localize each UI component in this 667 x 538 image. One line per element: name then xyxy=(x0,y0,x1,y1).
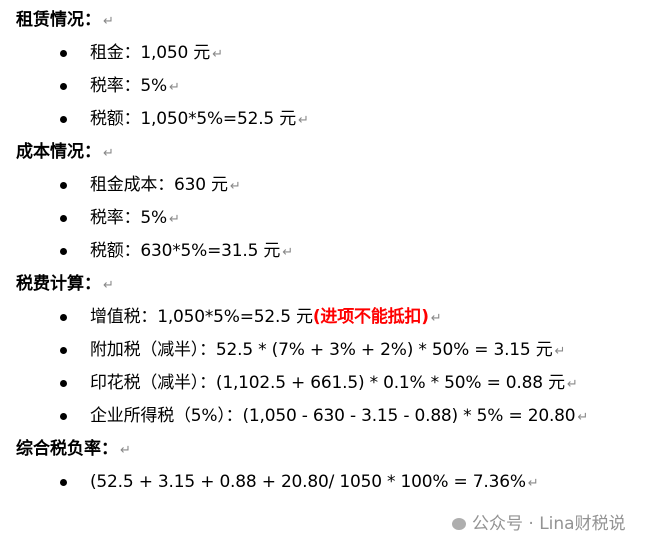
heading-text: 成本情况： xyxy=(16,142,101,162)
list-item: 租金成本：630 元 ↵ xyxy=(16,169,588,202)
item-text: 租金：1,050 元 xyxy=(90,43,211,63)
paragraph-mark: ↵ xyxy=(212,47,223,62)
paragraph-mark: ↵ xyxy=(554,344,566,359)
heading-text: 综合税负率： xyxy=(16,439,118,459)
section-heading: 综合税负率： ↵ xyxy=(16,433,588,466)
watermark: 公众号 · Lina财税说 xyxy=(452,513,626,535)
section-heading: 租赁情况： ↵ xyxy=(16,4,588,37)
list-item: 税率：5% ↵ xyxy=(16,70,588,103)
bullet-icon xyxy=(60,380,67,387)
list-item: 租金：1,050 元 ↵ xyxy=(16,37,588,70)
paragraph-mark: ↵ xyxy=(577,410,589,425)
list-item: 增值税：1,050*5%=52.5 元(进项不能抵扣) ↵ xyxy=(16,301,588,334)
section-heading: 税费计算： ↵ xyxy=(16,268,588,301)
list-item: 附加税（减半）：52.5 * (7% + 3% + 2%) * 50% = 3.… xyxy=(16,334,588,367)
paragraph-mark: ↵ xyxy=(120,443,131,458)
bullet-icon xyxy=(60,116,67,123)
bullet-icon xyxy=(60,479,67,486)
bullet-icon xyxy=(60,413,67,420)
item-text: 增值税：1,050*5%=52.5 元 xyxy=(90,307,313,327)
item-note: (进项不能抵扣) xyxy=(312,307,429,327)
item-text: (52.5 + 3.15 + 0.88 + 20.80/ 1050 * 100%… xyxy=(90,472,526,492)
heading-text: 税费计算： xyxy=(16,274,101,294)
item-text: 税率：5% xyxy=(90,208,167,228)
document-body: 租赁情况： ↵ 租金：1,050 元 ↵ 税率：5% ↵ 税额：1,050*5%=52.5 … xyxy=(16,4,588,499)
list-item: 税额：1,050*5%=52.5 元 ↵ xyxy=(16,103,588,136)
paragraph-mark: ↵ xyxy=(103,146,114,161)
list-item: 税率：5% ↵ xyxy=(16,202,588,235)
paragraph-mark: ↵ xyxy=(282,245,293,260)
item-text: 附加税（减半）：52.5 * (7% + 3% + 2%) * 50% = 3.… xyxy=(90,340,553,360)
item-text: 税率：5% xyxy=(90,76,167,96)
wechat-icon xyxy=(452,518,466,530)
item-text: 租金成本：630 元 xyxy=(90,175,228,195)
list-item: 税额：630*5%=31.5 元 ↵ xyxy=(16,235,588,268)
paragraph-mark: ↵ xyxy=(229,179,241,194)
paragraph-mark: ↵ xyxy=(168,80,180,95)
bullet-icon xyxy=(60,347,67,354)
list-item: 企业所得税（5%）：(1,050 - 630 - 3.15 - 0.88) * … xyxy=(16,400,588,433)
list-item: (52.5 + 3.15 + 0.88 + 20.80/ 1050 * 100%… xyxy=(16,466,588,499)
paragraph-mark: ↵ xyxy=(430,311,442,326)
paragraph-mark: ↵ xyxy=(168,212,180,227)
paragraph-mark: ↵ xyxy=(566,377,578,392)
bullet-icon xyxy=(60,248,67,255)
paragraph-mark: ↵ xyxy=(298,113,309,128)
bullet-icon xyxy=(60,182,67,189)
list-item: 印花税（减半）：(1,102.5 + 661.5) * 0.1% * 50% =… xyxy=(16,367,588,400)
heading-text: 租赁情况： xyxy=(16,10,101,30)
bullet-icon xyxy=(60,50,67,57)
bullet-icon xyxy=(60,83,67,90)
section-heading: 成本情况： ↵ xyxy=(16,136,588,169)
item-text: 印花税（减半）：(1,102.5 + 661.5) * 0.1% * 50% =… xyxy=(90,373,565,393)
paragraph-mark: ↵ xyxy=(103,278,114,293)
item-text: 企业所得税（5%）：(1,050 - 630 - 3.15 - 0.88) * … xyxy=(90,406,576,426)
item-text: 税额：630*5%=31.5 元 xyxy=(90,241,281,261)
paragraph-mark: ↵ xyxy=(527,476,539,491)
bullet-icon xyxy=(60,215,67,222)
bullet-icon xyxy=(60,314,67,321)
item-text: 税额：1,050*5%=52.5 元 xyxy=(90,109,297,129)
paragraph-mark: ↵ xyxy=(103,14,114,29)
